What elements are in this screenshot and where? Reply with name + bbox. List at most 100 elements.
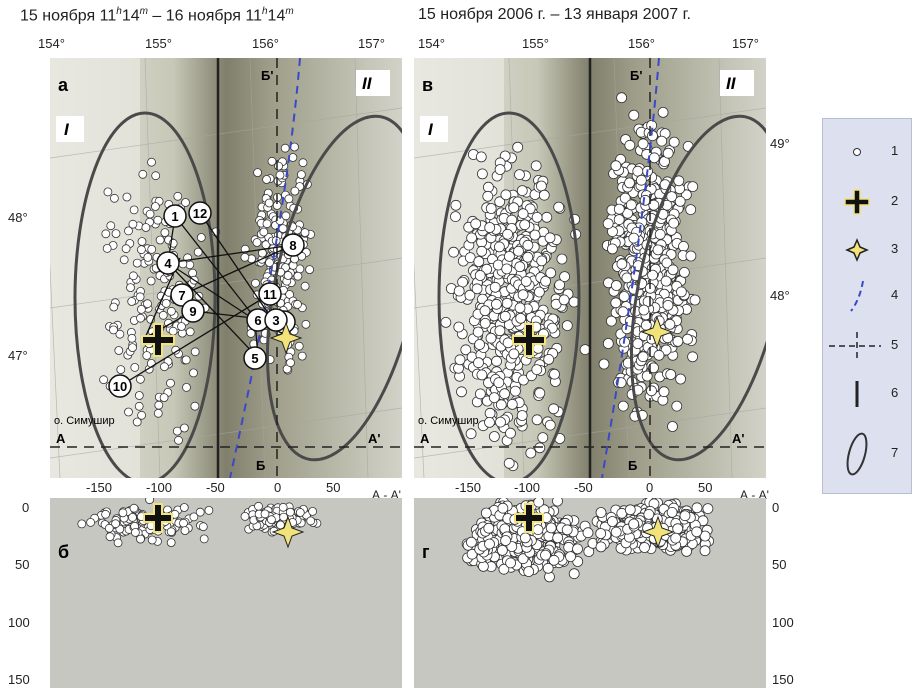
earthquake-point: [142, 351, 152, 360]
earthquake-point: [111, 519, 120, 529]
title-part: 14: [267, 7, 286, 25]
earthquake-point: [548, 403, 560, 415]
star-icon: [641, 515, 675, 549]
earthquake-point: [109, 302, 119, 312]
earthquake-point: [610, 160, 622, 172]
earthquake-point: [691, 502, 703, 514]
earthquake-point: [134, 391, 144, 400]
earthquake-point: [484, 538, 495, 550]
map-panel-v: в I II о. Симушир А А' Б Б': [414, 58, 766, 478]
depth-tick: 100: [772, 615, 794, 630]
earthquake-point: [136, 374, 145, 384]
lat-label: 49°: [770, 136, 790, 151]
earthquake-point: [530, 160, 542, 172]
earthquake-point: [119, 255, 129, 265]
earthquake-point: [448, 246, 459, 258]
earthquake-point: [598, 358, 610, 370]
earthquake-point: [253, 168, 263, 177]
earthquake-point: [520, 275, 532, 287]
earthquake-point: [554, 279, 566, 291]
earthquake-point: [115, 329, 125, 339]
earthquake-point: [538, 189, 550, 201]
earthquake-point: [129, 503, 139, 513]
earthquake-point: [147, 535, 157, 545]
panel-letter-b: б: [58, 542, 69, 562]
earthquake-point: [262, 175, 272, 184]
numbered-events: 112487911623510: [108, 201, 305, 398]
event-number: 3: [272, 313, 279, 328]
earthquake-point: [661, 257, 673, 269]
earthquake-point: [494, 196, 506, 208]
earthquake-point: [534, 286, 545, 298]
earthquake-point: [662, 299, 674, 311]
earthquake-point: [671, 400, 683, 412]
earthquake-point: [296, 170, 306, 179]
earthquake-point: [286, 358, 295, 368]
earthquake-point: [306, 516, 316, 526]
cross-icon: [143, 503, 173, 533]
earthquake-point: [279, 512, 289, 522]
earthquake-point: [508, 348, 520, 360]
earthquake-point: [497, 545, 508, 556]
earthquake-point: [134, 401, 144, 411]
earthquake-point: [502, 228, 513, 240]
event-circle: [108, 374, 132, 398]
earthquake-point: [505, 427, 516, 439]
earthquake-point: [308, 506, 318, 516]
earthquake-point: [155, 235, 165, 245]
zone-II-ellipse: [629, 114, 766, 462]
earthquake-point: [657, 107, 669, 118]
title-sup: h: [116, 6, 122, 17]
earthquake-point: [628, 109, 640, 121]
earthquake-point: [628, 232, 640, 244]
earthquake-point: [182, 382, 191, 392]
earthquake-point: [561, 320, 573, 332]
earthquake-point: [500, 189, 512, 201]
earthquake-point: [179, 423, 189, 433]
earthquake-point: [285, 507, 295, 517]
earthquake-point: [540, 549, 551, 561]
cross-icon: [141, 323, 175, 357]
event-number: 5: [251, 351, 258, 366]
small-circle-icon: [853, 148, 861, 156]
event-number: 6: [254, 313, 261, 328]
earthquake-point: [494, 325, 506, 337]
earthquake-point: [618, 291, 630, 302]
depth-panel-b: б: [50, 498, 402, 688]
earthquake-point: [460, 344, 472, 356]
earthquake-point: [675, 373, 687, 385]
earthquake-point: [126, 283, 135, 293]
profile-x-tick: 0: [274, 480, 282, 495]
event-number: 10: [113, 379, 127, 394]
earthquake-point: [498, 563, 510, 575]
earthquake-point: [516, 410, 528, 421]
earthquake-point: [624, 504, 636, 516]
legend-item-4: 4: [823, 279, 911, 313]
depth-panel-g: г: [414, 498, 766, 688]
cross-icon: [512, 323, 546, 357]
earthquake-point: [167, 306, 176, 316]
earthquake-point: [565, 551, 576, 562]
earthquake-point: [105, 532, 115, 542]
earthquake-point: [151, 171, 161, 181]
earthquake-point: [638, 304, 650, 316]
earthquake-point: [516, 185, 528, 197]
event-number: 9: [189, 304, 196, 319]
earthquake-point: [470, 218, 482, 230]
earthquake-point: [181, 198, 190, 207]
earthquake-point: [494, 241, 505, 253]
earthquake-point: [153, 215, 163, 225]
island-label: о. Симушир: [418, 415, 479, 427]
earthquake-point: [681, 546, 693, 557]
earthquake-point: [274, 161, 284, 171]
earthquake-point: [485, 332, 497, 344]
earthquake-point: [86, 517, 95, 527]
earthquake-point: [111, 229, 121, 239]
title-sup: m: [139, 6, 148, 17]
depth-b-svg: б: [50, 498, 402, 688]
depth-tick: 100: [8, 615, 30, 630]
depth-tick: 150: [772, 672, 794, 687]
depth-tick: 0: [22, 500, 30, 515]
map-panel-a: 112487911623510 а I II о. Симушир А А' Б…: [50, 58, 402, 478]
earthquake-point: [558, 294, 570, 306]
